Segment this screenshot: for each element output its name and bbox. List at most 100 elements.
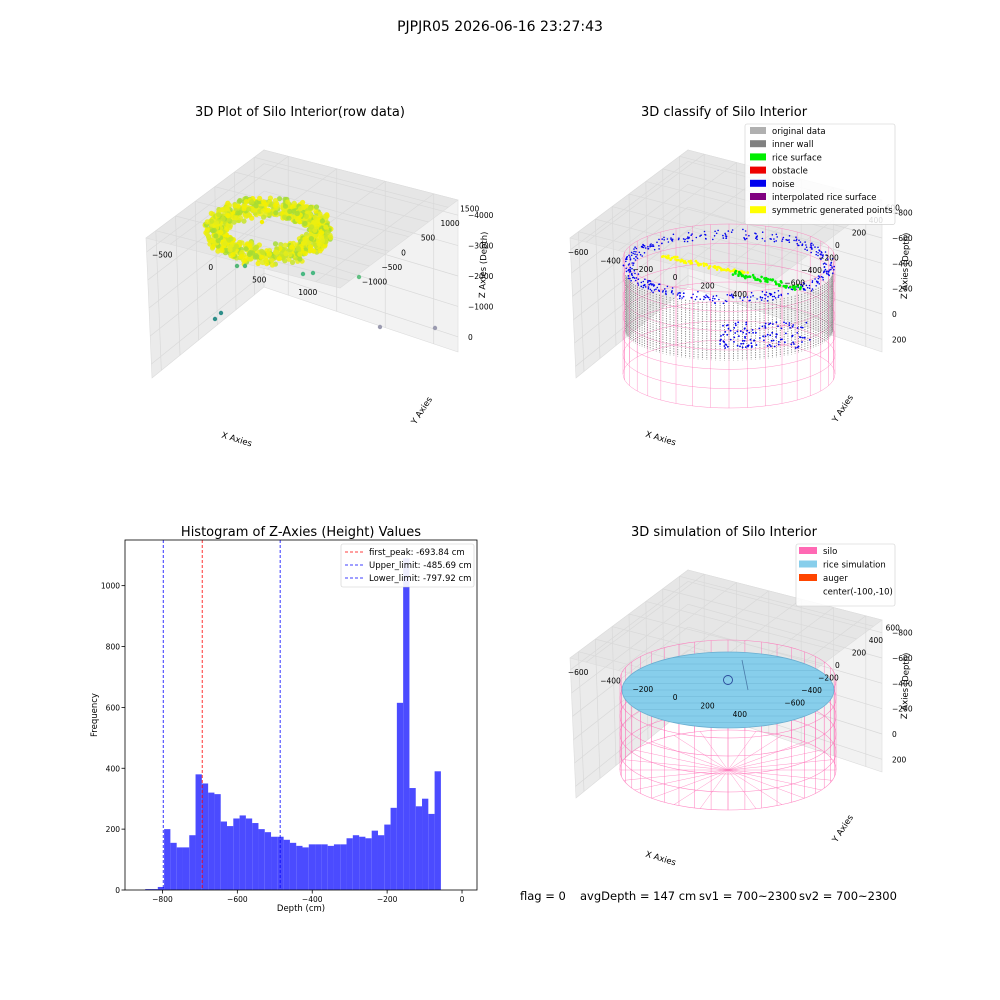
noise-point — [752, 294, 754, 297]
histogram-bar — [409, 788, 416, 890]
silo-floor-spoke — [727, 769, 757, 809]
status-sv1: sv1 = 700~2300 — [699, 889, 797, 903]
noise-point — [799, 241, 802, 243]
classify-plot-ztick-label: −800 — [892, 209, 913, 218]
classify-plot-zgrid — [571, 183, 689, 274]
raw-plot-zgrid — [263, 218, 459, 277]
noise-point — [768, 343, 771, 346]
noise-point — [804, 248, 806, 250]
raw-plot-xtick-label: 500 — [252, 275, 267, 284]
classify-plot-xtick-label: −200 — [633, 265, 654, 274]
noise-point — [820, 258, 822, 261]
histogram-bar — [252, 823, 259, 890]
noise-point — [815, 280, 818, 283]
noise-point — [704, 237, 707, 240]
symmetric-point — [726, 268, 730, 272]
noise-point — [671, 287, 674, 289]
histogram-bar — [415, 806, 423, 890]
noise-point — [635, 251, 637, 253]
raw-data-point — [253, 203, 259, 209]
noise-point — [743, 237, 745, 239]
noise-point — [774, 297, 777, 299]
noise-point — [733, 327, 736, 329]
histogram-bar — [377, 835, 385, 890]
noise-point — [823, 270, 826, 272]
silo-floor-spoke — [673, 769, 729, 805]
noise-point — [750, 346, 753, 348]
silo-floor-spoke — [623, 769, 729, 781]
histogram-bar — [151, 889, 158, 890]
noise-point — [724, 234, 727, 236]
silo-floor-spoke — [673, 735, 729, 771]
simulation-plot-zlabel: Z Axies (Depth) — [900, 652, 912, 719]
noise-point — [742, 342, 745, 345]
symmetric-point — [662, 254, 665, 258]
noise-point — [793, 343, 795, 345]
noise-point — [649, 245, 651, 248]
raw-data-point — [247, 250, 253, 256]
noise-point — [723, 341, 726, 343]
classify-plot-ztick-label: −400 — [892, 259, 913, 268]
status-flag: flag = 0 — [520, 889, 566, 903]
noise-point — [631, 267, 633, 270]
raw-data-point — [312, 214, 318, 220]
raw-plot-zgrid — [263, 190, 459, 246]
noise-point — [805, 284, 808, 287]
noise-point — [642, 246, 645, 249]
raw-plot-zgrid — [151, 273, 265, 365]
silo-floor-spoke — [651, 741, 729, 771]
rice-surface-point — [759, 280, 762, 283]
noise-point — [798, 336, 801, 338]
symmetric-point — [702, 262, 705, 265]
raw-data-point — [272, 202, 278, 209]
noise-point — [815, 285, 817, 287]
histogram-bar — [302, 847, 309, 890]
noise-point — [686, 237, 688, 240]
noise-point — [770, 345, 772, 348]
noise-point — [808, 287, 811, 290]
raw-data-point — [231, 219, 237, 225]
noise-point — [764, 335, 767, 338]
noise-point — [802, 287, 805, 290]
histogram-bar — [296, 845, 303, 890]
raw-data-point — [297, 256, 303, 262]
raw-data-point — [247, 243, 253, 249]
simulation-plot-title: 3D simulation of Silo Interior — [631, 525, 818, 540]
histogram-bar — [346, 838, 353, 890]
histogram-bar — [220, 821, 227, 890]
noise-point — [641, 245, 644, 248]
noise-point — [714, 302, 716, 305]
noise-point — [742, 331, 745, 334]
noise-point — [734, 322, 737, 325]
noise-point — [805, 246, 808, 248]
noise-point — [703, 295, 705, 298]
noise-point — [788, 324, 791, 327]
noise-point — [634, 259, 637, 261]
noise-point — [633, 248, 635, 250]
simulation-plot-zgrid — [572, 626, 689, 717]
symmetric-point — [722, 268, 725, 272]
raw-data-point — [206, 233, 212, 240]
silo-floor-spoke — [699, 769, 729, 809]
noise-point — [670, 237, 672, 239]
simulation-plot-ygrid — [594, 639, 601, 779]
symmetric-point — [708, 265, 712, 268]
raw-data-point — [225, 216, 231, 222]
raw-data-point — [273, 210, 279, 216]
noise-point — [821, 256, 824, 259]
noise-point — [753, 339, 756, 342]
noise-point — [792, 324, 795, 326]
noise-point — [711, 299, 714, 302]
noise-point — [764, 240, 766, 242]
simulation-plot-ygrid — [662, 588, 857, 640]
noise-point — [775, 336, 777, 338]
silo-floor-spoke — [727, 769, 805, 799]
histogram-bar — [340, 844, 347, 890]
noise-point — [764, 327, 767, 329]
symmetric-point — [666, 256, 669, 260]
noise-point — [777, 296, 780, 298]
noise-point — [797, 345, 800, 348]
histogram-legend-label: Lower_limit: -797.92 cm — [369, 574, 471, 584]
noise-point — [745, 321, 748, 324]
noise-point — [686, 240, 689, 243]
